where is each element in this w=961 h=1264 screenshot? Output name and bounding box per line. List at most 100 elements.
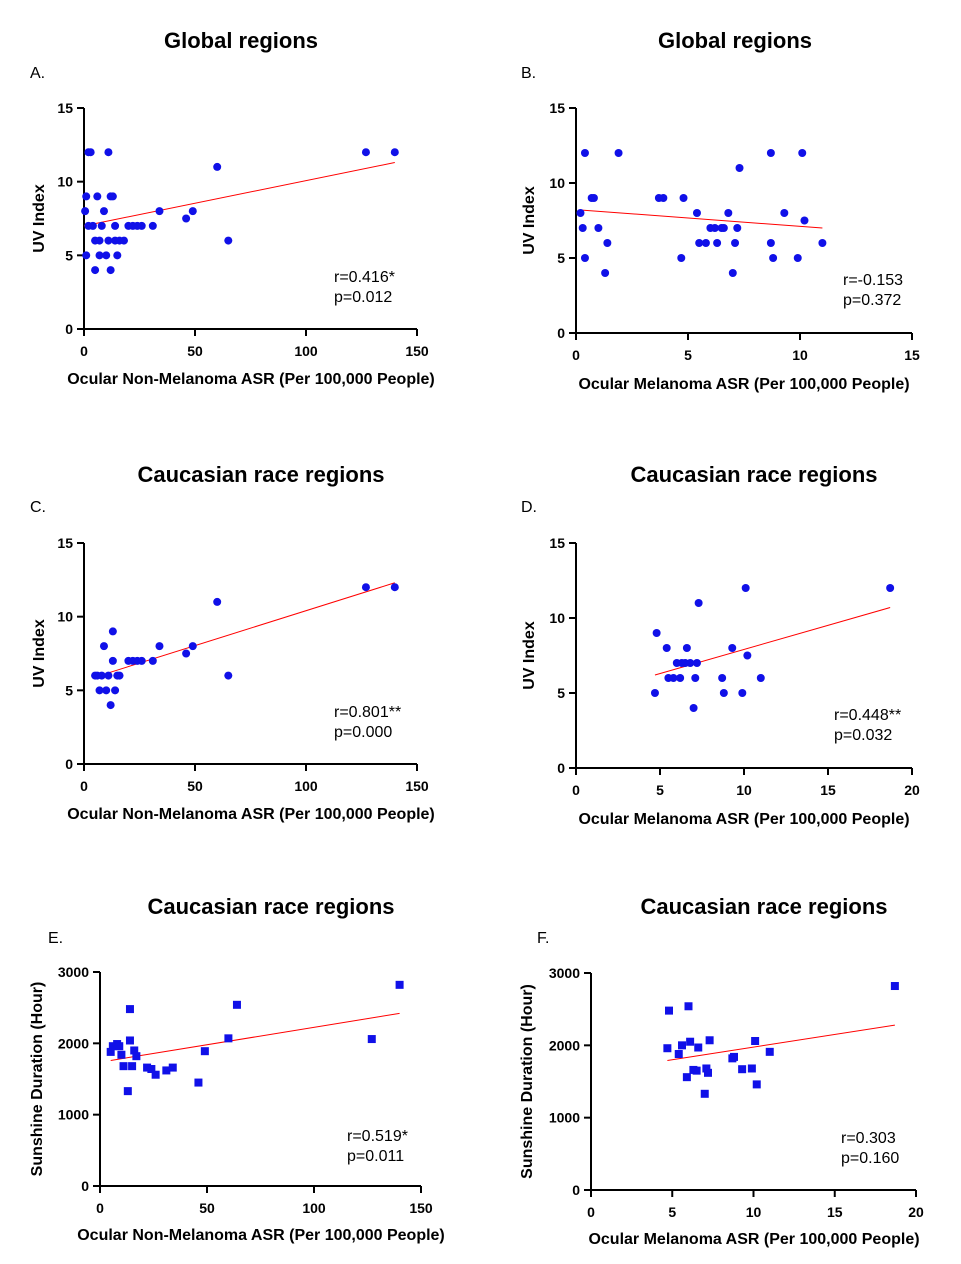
x-tick-label: 5 — [668, 1204, 676, 1220]
p-value-label: p=0.000 — [334, 724, 392, 741]
y-tick-label: 15 — [57, 100, 73, 116]
data-point — [731, 239, 740, 247]
p-value-label: p=0.372 — [843, 292, 901, 309]
panel-letter: F. — [537, 930, 549, 947]
data-point — [148, 221, 157, 230]
y-tick-label: 0 — [572, 1182, 580, 1198]
data-point — [130, 1046, 139, 1055]
y-tick-label: 10 — [57, 609, 73, 625]
data-point — [111, 686, 120, 695]
data-point — [719, 689, 728, 697]
data-point — [694, 1043, 703, 1052]
data-point — [576, 209, 585, 217]
r-value-label: r=0.303 — [841, 1130, 896, 1147]
data-point — [188, 207, 197, 216]
x-tick-label: 50 — [187, 343, 203, 359]
data-point — [123, 1087, 132, 1096]
panel-b: Global regions B. 0 5 10 15 0 5 10 15 Ocular Melan… — [521, 28, 920, 393]
data-point — [594, 224, 603, 232]
y-tick-label: 15 — [549, 100, 565, 116]
x-tick-label: 0 — [80, 343, 88, 359]
y-tick-label: 3000 — [549, 965, 580, 981]
y-axis-label: UV Index — [31, 619, 48, 688]
data-point — [700, 1089, 709, 1098]
data-point — [82, 192, 91, 201]
data-point — [104, 671, 113, 680]
data-point — [765, 1047, 774, 1056]
data-point — [747, 1064, 756, 1073]
data-point — [125, 1005, 134, 1014]
data-point — [102, 686, 111, 695]
data-point — [91, 266, 100, 275]
data-point — [674, 1050, 683, 1059]
x-tick-label: 15 — [820, 782, 836, 798]
data-point — [603, 239, 612, 247]
y-axis-label: Sunshine Duration (Hour) — [519, 984, 536, 1179]
panel-title: Global regions — [658, 28, 812, 53]
y-tick-label: 0 — [557, 760, 565, 776]
data-point — [151, 1070, 160, 1079]
regression-line — [580, 209, 823, 229]
x-tick-label: 150 — [405, 778, 429, 794]
data-point — [95, 686, 104, 695]
r-value-label: r=0.448** — [834, 707, 901, 724]
data-point — [724, 209, 733, 217]
x-axis-label: Ocular Non-Melanoma ASR (Per 100,000 Peo… — [77, 1227, 445, 1244]
x-tick-label: 5 — [684, 347, 692, 363]
data-point — [702, 1064, 711, 1073]
y-axis-label: UV Index — [31, 184, 48, 253]
data-point — [224, 671, 233, 680]
data-point — [113, 251, 122, 260]
y-tick-label: 5 — [65, 247, 73, 263]
x-tick-label: 150 — [409, 1200, 433, 1216]
y-tick-label: 0 — [65, 756, 73, 772]
x-tick-label: 15 — [827, 1204, 843, 1220]
data-point — [665, 1006, 673, 1015]
y-tick-label: 10 — [549, 175, 565, 191]
data-point — [82, 251, 91, 260]
data-point — [97, 221, 106, 230]
r-value-label: r=0.416* — [334, 269, 395, 286]
data-point — [361, 583, 370, 592]
data-point — [738, 689, 747, 697]
y-axis-label: UV Index — [521, 621, 538, 690]
panel-title: Caucasian race regions — [147, 894, 394, 919]
data-point — [188, 642, 197, 651]
panel-a: Global regions A. 0 50 100 150 0 5 10 15 Ocular No… — [30, 28, 435, 388]
data-point — [756, 674, 765, 682]
data-point — [679, 194, 688, 202]
data-point — [108, 627, 117, 636]
data-point — [155, 207, 164, 216]
data-point — [108, 192, 117, 201]
x-tick-label: 5 — [656, 782, 664, 798]
data-point — [108, 1042, 117, 1051]
data-point — [692, 209, 701, 217]
data-point — [106, 266, 115, 275]
data-point — [886, 584, 895, 592]
data-point — [395, 980, 404, 989]
x-axis-label: Ocular Melanoma ASR (Per 100,000 People) — [578, 376, 909, 393]
y-tick-label: 10 — [549, 610, 565, 626]
data-point — [168, 1063, 177, 1072]
data-point — [728, 644, 737, 652]
panel-letter: A. — [30, 65, 45, 82]
data-point — [741, 584, 750, 592]
data-point — [589, 194, 598, 202]
data-point — [689, 704, 698, 712]
data-point — [751, 1036, 760, 1045]
data-point — [213, 597, 222, 606]
x-tick-label: 0 — [587, 1204, 595, 1220]
panel-title: Caucasian race regions — [630, 462, 877, 487]
data-point — [104, 148, 113, 157]
data-point — [728, 269, 737, 277]
y-tick-label: 0 — [557, 325, 565, 341]
data-point — [86, 148, 95, 157]
data-point — [818, 239, 827, 247]
data-point — [148, 656, 157, 665]
r-value-label: r=0.519* — [347, 1128, 408, 1145]
data-point — [677, 254, 686, 262]
data-point — [155, 642, 164, 651]
y-tick-label: 3000 — [58, 964, 89, 980]
y-tick-label: 15 — [549, 535, 565, 551]
